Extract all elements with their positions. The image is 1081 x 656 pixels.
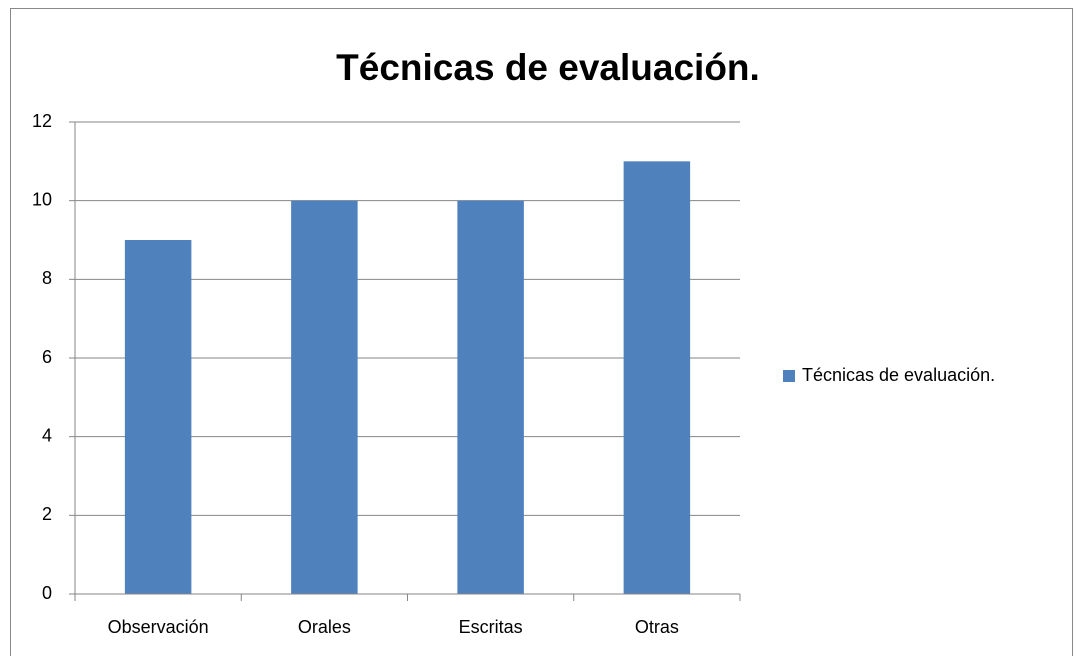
bar [291, 200, 358, 594]
y-tick-label: 0 [42, 583, 52, 603]
y-tick-label: 2 [42, 504, 52, 524]
y-tick-label: 8 [42, 268, 52, 288]
y-tick-label: 6 [42, 347, 52, 367]
x-tick-label: Escritas [459, 617, 523, 637]
bar [457, 200, 524, 594]
x-tick-label: Orales [298, 617, 351, 637]
x-tick-label: Otras [635, 617, 679, 637]
y-tick-label: 10 [32, 189, 52, 209]
legend-label: Técnicas de evaluación. [802, 365, 995, 385]
bar [124, 240, 192, 594]
chart-title: Técnicas de evaluación. [336, 47, 760, 88]
y-tick-label: 12 [32, 111, 52, 131]
y-tick-label: 4 [42, 425, 52, 445]
legend-swatch [783, 370, 795, 382]
bar [623, 161, 691, 595]
x-tick-label: Observación [108, 617, 209, 637]
